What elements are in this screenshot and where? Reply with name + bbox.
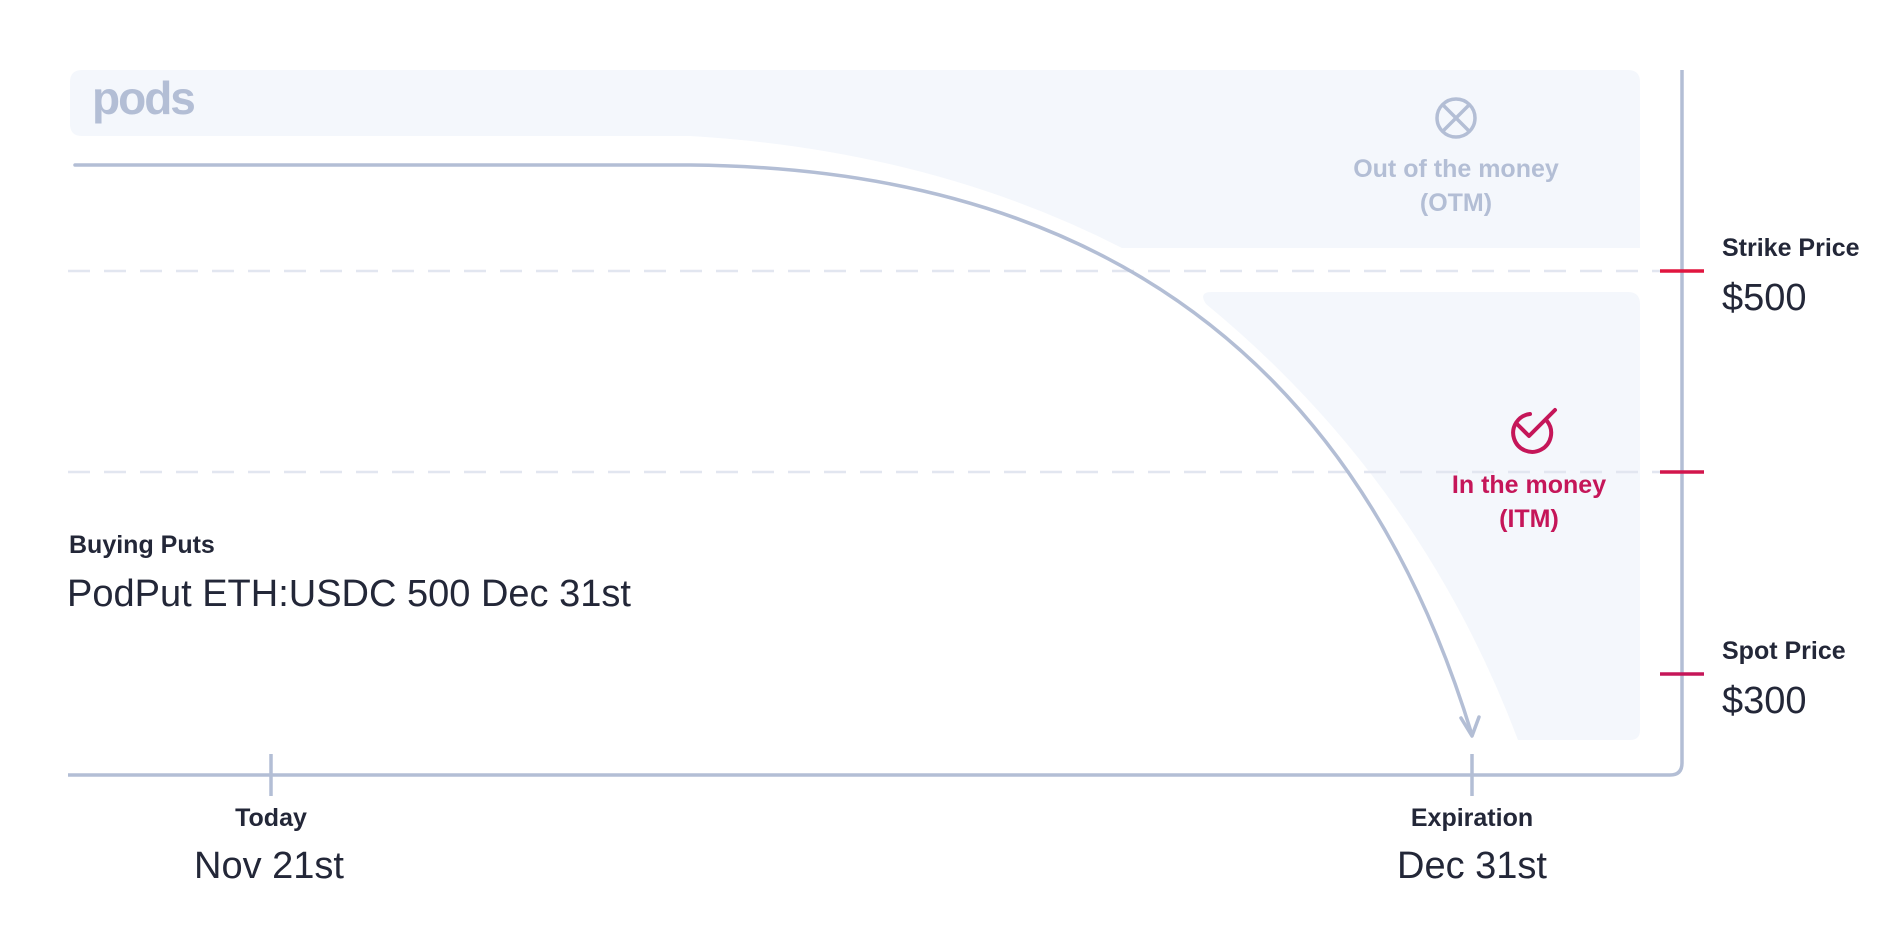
spot-price-value: $300 <box>1722 680 1807 722</box>
expiration-date: Dec 31st <box>1397 845 1547 887</box>
strike-price-label: Strike Price <box>1722 234 1860 262</box>
x-circle-icon <box>1435 97 1477 139</box>
today-label: Today <box>235 804 307 832</box>
today-date: Nov 21st <box>194 845 344 887</box>
arrow-head-icon <box>1459 715 1481 738</box>
axis-frame <box>68 70 1684 777</box>
strike-price-value: $500 <box>1722 277 1807 319</box>
check-circle-icon <box>1511 408 1557 454</box>
expiration-label: Expiration <box>1411 804 1533 832</box>
kicker-title: Buying Puts <box>69 531 215 559</box>
otm-zone <box>70 70 1640 248</box>
otm-label-line2: (OTM) <box>1420 189 1492 217</box>
itm-label-line2: (ITM) <box>1499 505 1559 533</box>
option-headline: PodPut ETH:USDC 500 Dec 31st <box>67 573 631 615</box>
otm-label-line1: Out of the money <box>1353 155 1559 183</box>
itm-label-line1: In the money <box>1452 471 1606 499</box>
spot-price-label: Spot Price <box>1722 637 1846 665</box>
itm-zone <box>1203 292 1640 740</box>
price-path-arrow <box>73 163 1474 737</box>
pods-logo: pods <box>92 72 194 124</box>
